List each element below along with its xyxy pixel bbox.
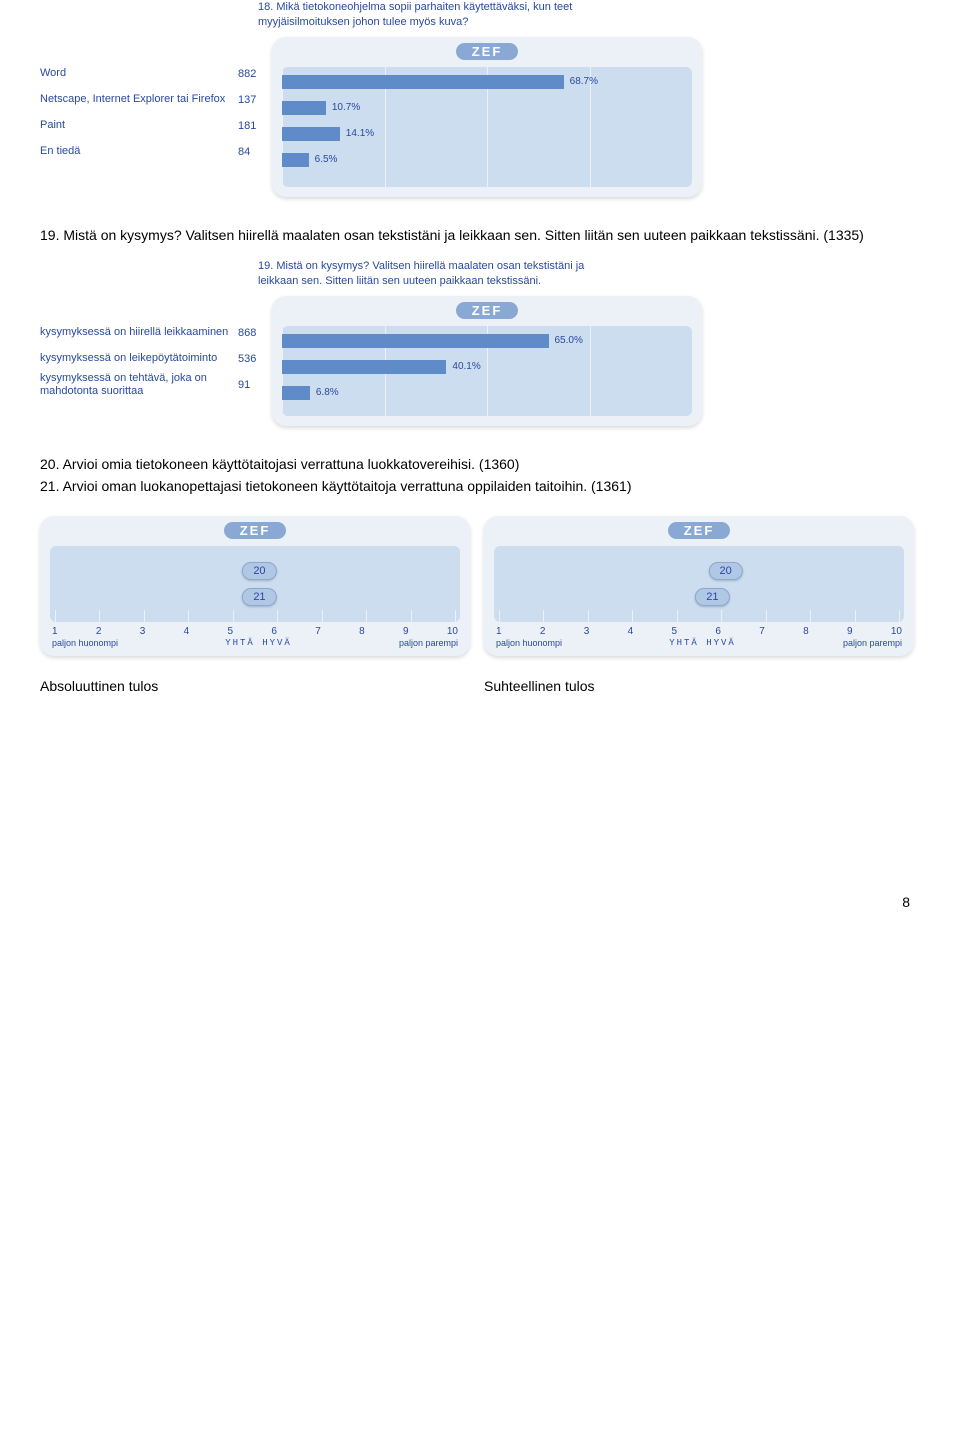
- chart-19-plot: 65.0% 40.1% 6.8%: [282, 326, 692, 416]
- axis-tick: 9: [847, 626, 853, 637]
- result-rel-label: Suhteellinen tulos: [484, 678, 914, 694]
- marker-20: 20: [242, 562, 276, 580]
- row-count: 84: [238, 146, 272, 158]
- row-label: kysymyksessä on tehtävä, joka on mahdoto…: [40, 372, 238, 398]
- axis-tick: 6: [271, 626, 277, 637]
- chart-18-labels: Word882 Netscape, Internet Explorer tai F…: [40, 37, 272, 171]
- scale-panel-abs: ZEF 2021 12345678910 paljon huonompi YHT…: [40, 516, 470, 656]
- question-20-text: 20. Arvioi omia tietokoneen käyttötaitoj…: [40, 454, 920, 474]
- axis-tick: 7: [759, 626, 765, 637]
- axis-tick: 6: [715, 626, 721, 637]
- axis-tick: 1: [496, 626, 502, 637]
- bar-percent: 40.1%: [452, 360, 480, 374]
- scale-axis-labels-abs: paljon huonompi YHTÄ HYVÄ paljon parempi: [50, 638, 460, 648]
- marker-21: 21: [242, 588, 276, 606]
- scale-panel-rel: ZEF 2021 12345678910 paljon huonompi YHT…: [484, 516, 914, 656]
- axis-right-label: paljon parempi: [399, 638, 458, 648]
- bar-percent: 14.1%: [346, 127, 374, 141]
- axis-tick: 8: [359, 626, 365, 637]
- zef-badge: ZEF: [668, 522, 731, 539]
- axis-tick: 4: [184, 626, 190, 637]
- axis-tick: 1: [52, 626, 58, 637]
- axis-right-label: paljon parempi: [843, 638, 902, 648]
- bar: [282, 127, 340, 141]
- bar: [282, 360, 446, 374]
- chart-19-panel: ZEF 65.0% 40.1% 6.8%: [272, 296, 702, 426]
- row-label: kysymyksessä on hiirellä leikkaaminen: [40, 326, 238, 339]
- zef-badge: ZEF: [456, 302, 519, 319]
- chart-19-labels: kysymyksessä on hiirellä leikkaaminen868…: [40, 296, 272, 404]
- chart-row: kysymyksessä on leikepöytätoiminto536: [40, 352, 272, 366]
- axis-tick: 5: [672, 626, 678, 637]
- bar-percent: 68.7%: [570, 75, 598, 89]
- chart-row: kysymyksessä on tehtävä, joka on mahdoto…: [40, 378, 272, 392]
- row-count: 882: [238, 68, 272, 80]
- axis-tick: 2: [540, 626, 546, 637]
- bar: [282, 153, 309, 167]
- scale-panels: ZEF 2021 12345678910 paljon huonompi YHT…: [40, 516, 920, 656]
- row-count: 181: [238, 120, 272, 132]
- question-19-text: 19. Mistä on kysymys? Valitsen hiirellä …: [40, 225, 920, 245]
- scale-axis-abs: 1 2 3 4 5 6 7 8 9 10: [50, 626, 460, 637]
- chart-row: Netscape, Internet Explorer tai Firefox1…: [40, 93, 272, 107]
- axis-tick: 7: [315, 626, 321, 637]
- chart-18-plot: 68.7% 10.7% 14.1% 6.5%: [282, 67, 692, 187]
- axis-tick: 8: [803, 626, 809, 637]
- marker-21: 21: [695, 588, 729, 606]
- chart-18-title: 18. Mikä tietokoneohjelma sopii parhaite…: [258, 0, 598, 31]
- row-label: Paint: [40, 119, 238, 132]
- row-count: 91: [238, 379, 272, 391]
- bar-percent: 10.7%: [332, 101, 360, 115]
- chart-row: Word882: [40, 67, 272, 81]
- axis-tick: 9: [403, 626, 409, 637]
- axis-tick: 10: [891, 626, 902, 637]
- page-number: 8: [40, 894, 920, 910]
- row-label: En tiedä: [40, 145, 238, 158]
- zef-badge: ZEF: [456, 43, 519, 60]
- bar: [282, 334, 549, 348]
- bar-percent: 6.5%: [315, 153, 338, 167]
- axis-tick: 3: [140, 626, 146, 637]
- bar: [282, 386, 310, 400]
- chart-18-panel: ZEF 68.7% 10.7% 14.1% 6.5%: [272, 37, 702, 197]
- zef-badge: ZEF: [224, 522, 287, 539]
- bar-percent: 6.8%: [316, 386, 339, 400]
- row-label: kysymyksessä on leikepöytätoiminto: [40, 352, 238, 365]
- chart-row: Paint181: [40, 119, 272, 133]
- axis-tick: 5: [228, 626, 234, 637]
- bar: [282, 75, 564, 89]
- bar-percent: 65.0%: [555, 334, 583, 348]
- row-count: 536: [238, 353, 272, 365]
- chart-19-title: 19. Mistä on kysymys? Valitsen hiirellä …: [258, 259, 598, 290]
- axis-left-label: paljon huonompi: [496, 638, 562, 648]
- marker-20: 20: [709, 562, 743, 580]
- axis-tick: 2: [96, 626, 102, 637]
- axis-tick: 10: [447, 626, 458, 637]
- scale-plot-abs: 2021: [50, 546, 460, 622]
- scale-plot-rel: 2021: [494, 546, 904, 622]
- chart-row: kysymyksessä on hiirellä leikkaaminen868: [40, 326, 272, 340]
- chart-18: 18. Mikä tietokoneohjelma sopii parhaite…: [40, 0, 920, 197]
- axis-tick: 4: [628, 626, 634, 637]
- row-count: 137: [238, 94, 272, 106]
- chart-row: En tiedä84: [40, 145, 272, 159]
- row-count: 868: [238, 327, 272, 339]
- result-labels: Absoluuttinen tulos Suhteellinen tulos: [40, 678, 920, 694]
- result-abs-label: Absoluuttinen tulos: [40, 678, 470, 694]
- row-label: Netscape, Internet Explorer tai Firefox: [40, 93, 238, 106]
- chart-19: 19. Mistä on kysymys? Valitsen hiirellä …: [40, 259, 920, 426]
- axis-tick: 3: [584, 626, 590, 637]
- scale-axis-labels-rel: paljon huonompi YHTÄ HYVÄ paljon parempi: [494, 638, 904, 648]
- axis-mid-label: YHTÄ HYVÄ: [225, 638, 292, 648]
- axis-mid-label: YHTÄ HYVÄ: [669, 638, 736, 648]
- axis-left-label: paljon huonompi: [52, 638, 118, 648]
- row-label: Word: [40, 67, 238, 80]
- question-21-text: 21. Arvioi oman luokanopettajasi tietoko…: [40, 476, 920, 496]
- bar: [282, 101, 326, 115]
- scale-axis-rel: 1 2 3 4 5 6 7 8 9 10: [494, 626, 904, 637]
